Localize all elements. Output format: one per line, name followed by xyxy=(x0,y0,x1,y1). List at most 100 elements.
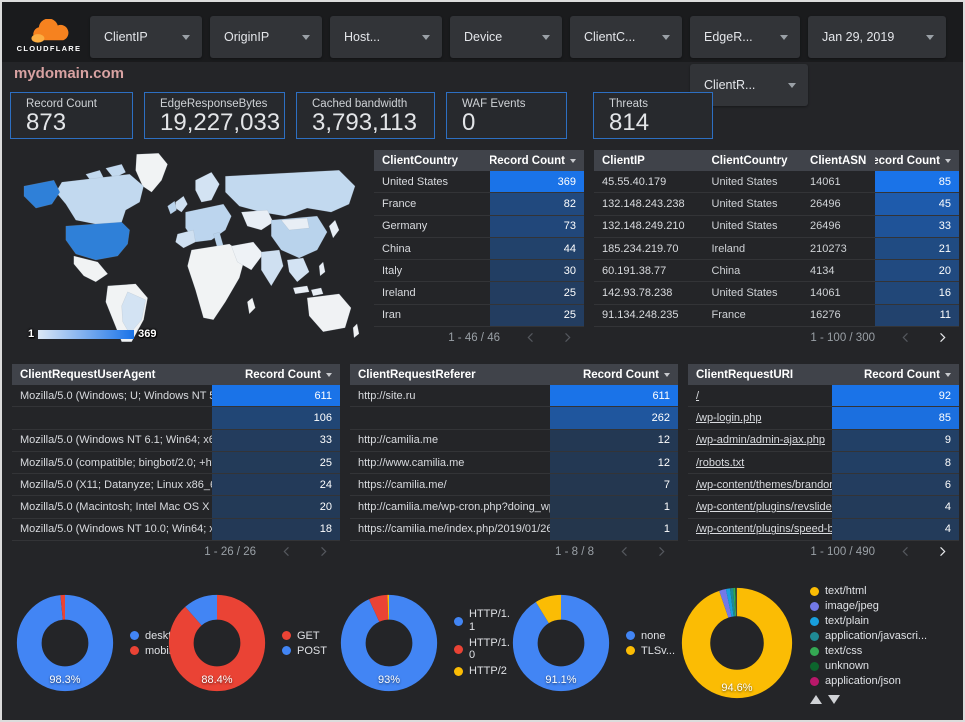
legend-item[interactable]: unknown xyxy=(810,660,927,672)
donut-chart[interactable]: 98.3% xyxy=(10,588,120,698)
donut-chart[interactable]: 88.4% xyxy=(162,588,272,698)
column-header[interactable]: Record Count xyxy=(212,369,340,381)
column-header[interactable]: ClientIP xyxy=(602,154,645,167)
column-header[interactable]: ClientRequestReferer xyxy=(358,368,476,381)
pagination-label: 1 - 26 / 26 xyxy=(204,545,256,558)
filter-chip-clientcountry[interactable]: ClientC... xyxy=(570,16,682,58)
table-row[interactable]: China 44 xyxy=(374,237,584,261)
filter-chip-edgeresponse[interactable]: EdgeR... xyxy=(690,16,800,58)
legend-scroll-up-icon[interactable] xyxy=(810,695,822,704)
table-row[interactable]: 60.191.38.77 China 4134 20 xyxy=(594,260,959,283)
legend-item[interactable]: POST xyxy=(282,645,327,657)
legend-item[interactable]: text/plain xyxy=(810,615,927,627)
column-header[interactable]: ClientRequestUserAgent xyxy=(20,368,156,381)
table-row[interactable]: http://camilia.me 12 xyxy=(350,429,678,452)
legend-item[interactable]: application/javascri... xyxy=(810,630,927,642)
prev-page-button xyxy=(899,331,912,344)
filter-chip-host[interactable]: Host... xyxy=(330,16,442,58)
table-row[interactable]: https://camilia.me/7 xyxy=(350,474,678,497)
table-row[interactable]: Mozilla/5.0 (Windows NT 6.1; Win64; x64;… xyxy=(12,429,340,452)
donut-chart[interactable]: 93% xyxy=(334,588,444,698)
table-row[interactable]: Italy 30 xyxy=(374,260,584,283)
table-row[interactable]: Mozilla/5.0 (X11; Datanyze; Linux x86_64… xyxy=(12,474,340,497)
column-header[interactable]: ClientASN xyxy=(810,154,867,167)
next-page-button[interactable] xyxy=(936,545,949,558)
table-row[interactable]: Mozilla/5.0 (Macintosh; Intel Mac OS X 1… xyxy=(12,496,340,519)
uri-link[interactable]: /wp-admin/admin-ajax.php xyxy=(696,434,826,447)
table-row[interactable]: Mozilla/5.0 (Windows; U; Windows NT 5.1;… xyxy=(12,385,340,408)
donut-slice[interactable] xyxy=(681,587,793,699)
legend-scroll-down-icon[interactable] xyxy=(828,695,840,704)
date-range-picker[interactable]: Jan 29, 2019 xyxy=(808,16,946,58)
table-cell: 33 xyxy=(875,215,959,237)
legend-item[interactable]: text/html xyxy=(810,585,927,597)
table-row[interactable]: Mozilla/5.0 (Windows NT 10.0; Win64; x64… xyxy=(12,518,340,542)
legend-item[interactable]: application/json xyxy=(810,675,927,687)
filter-chip-originip[interactable]: OriginIP xyxy=(210,16,322,58)
column-header[interactable]: Record Count xyxy=(832,369,959,381)
table-row[interactable]: http://camilia.me/wp-cron.php?doing_wp_c… xyxy=(350,496,678,519)
table-row[interactable]: 91.134.248.235 France 16276 11 xyxy=(594,304,959,328)
uri-link[interactable]: / xyxy=(696,389,700,402)
table-row[interactable]: 262 xyxy=(350,407,678,430)
donut-chart[interactable]: 91.1% xyxy=(506,588,616,698)
column-header[interactable]: ClientCountry xyxy=(711,154,788,167)
table-row[interactable]: /wp-admin/admin-ajax.php 9 xyxy=(688,429,959,452)
table-row[interactable]: http://www.camilia.me 12 xyxy=(350,451,678,475)
table-row[interactable]: Iran 25 xyxy=(374,304,584,328)
sort-caret-icon xyxy=(944,372,951,377)
donut-slice[interactable] xyxy=(168,594,266,692)
table-row[interactable]: 132.148.249.210 United States 26496 33 xyxy=(594,215,959,238)
table-row[interactable]: https://camilia.me/index.php/2019/01/26/… xyxy=(350,518,678,542)
legend-item[interactable]: HTTP/1.1 xyxy=(454,608,515,633)
legend-dot-icon xyxy=(810,676,819,686)
donut-slice[interactable] xyxy=(16,594,114,692)
table-row[interactable]: 185.234.219.70 Ireland 210273 21 xyxy=(594,237,959,261)
donut-slice[interactable] xyxy=(512,594,610,692)
table-row[interactable]: Mozilla/5.0 (compatible; bingbot/2.0; +h… xyxy=(12,451,340,475)
table-row[interactable]: 132.148.243.238 United States 26496 45 xyxy=(594,193,959,216)
table-row[interactable]: /robots.txt 8 xyxy=(688,451,959,475)
legend-item[interactable]: text/css xyxy=(810,645,927,657)
table-row[interactable]: 142.93.78.238 United States 14061 16 xyxy=(594,282,959,305)
table-row[interactable]: /wp-content/plugins/speed-booste...4 xyxy=(688,518,959,542)
table-row[interactable]: Germany 73 xyxy=(374,215,584,238)
legend-item[interactable]: TLSv... xyxy=(626,645,675,657)
table-cell: United States xyxy=(382,175,449,188)
donut-tls-version: 91.1% none TLSv... xyxy=(506,568,675,718)
legend-item[interactable]: GET xyxy=(282,630,327,642)
donut-chart[interactable]: 94.6% xyxy=(674,580,800,706)
uri-link[interactable]: /wp-content/plugins/speed-booste... xyxy=(696,523,832,536)
world-map[interactable]: 1 369 xyxy=(10,150,367,348)
donut-slice[interactable] xyxy=(340,594,438,692)
legend-item[interactable]: HTTP/1.0 xyxy=(454,637,515,662)
legend-item[interactable]: image/jpeg xyxy=(810,600,927,612)
column-header[interactable]: ClientCountry xyxy=(382,154,459,167)
donut-slice[interactable] xyxy=(340,594,438,692)
table-row[interactable]: France 82 xyxy=(374,193,584,216)
column-header[interactable]: Record Count xyxy=(490,155,585,167)
table-cell: Ireland xyxy=(711,242,746,255)
legend-item[interactable]: HTTP/2 xyxy=(454,665,515,678)
legend-item[interactable]: none xyxy=(626,630,675,642)
table-row[interactable]: /wp-login.php 85 xyxy=(688,407,959,430)
column-header[interactable]: Record Count xyxy=(875,155,959,167)
table-row[interactable]: /wp-content/themes/brandon/plu...6 xyxy=(688,474,959,497)
table-row[interactable]: http://site.ru 611 xyxy=(350,385,678,408)
table-row[interactable]: United States 369 xyxy=(374,171,584,194)
table-row[interactable]: 106 xyxy=(12,407,340,430)
uri-link[interactable]: /wp-login.php xyxy=(696,411,762,424)
column-header[interactable]: ClientRequestURI xyxy=(696,368,794,381)
filter-chip-clientip[interactable]: ClientIP xyxy=(90,16,202,58)
column-header[interactable]: Record Count xyxy=(550,369,678,381)
next-page-button[interactable] xyxy=(936,331,949,344)
table-row[interactable]: / 92 xyxy=(688,385,959,408)
uri-link[interactable]: /wp-content/themes/brandon/plu... xyxy=(696,478,832,491)
table-row[interactable]: Ireland 25 xyxy=(374,282,584,305)
filter-chip-device[interactable]: Device xyxy=(450,16,562,58)
table-row[interactable]: /wp-content/plugins/revslider/rs-p...4 xyxy=(688,496,959,519)
table-row[interactable]: 45.55.40.179 United States 14061 85 xyxy=(594,171,959,194)
uri-link[interactable]: /robots.txt xyxy=(696,456,745,469)
uri-link[interactable]: /wp-content/plugins/revslider/rs-p... xyxy=(696,501,832,514)
chevron-down-icon xyxy=(302,34,310,40)
